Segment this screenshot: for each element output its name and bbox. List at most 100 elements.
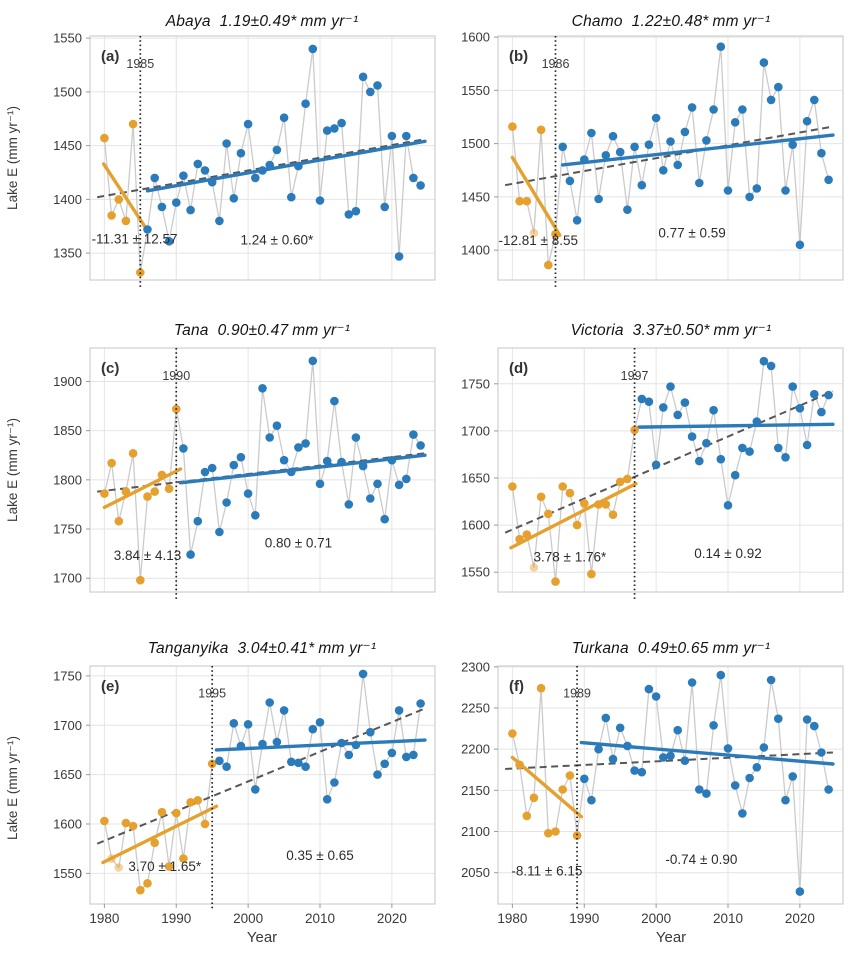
data-point xyxy=(558,482,567,491)
data-point xyxy=(279,706,289,715)
data-point xyxy=(623,205,632,214)
pre-trend-annotation: 3.84 ± 4.13 xyxy=(114,548,181,563)
y-tick-label: 1550 xyxy=(53,31,82,46)
breakpoint-year-label: 1997 xyxy=(621,369,649,383)
lake-name: Victoria xyxy=(570,322,624,339)
data-point xyxy=(788,140,797,149)
y-tick-label: 2250 xyxy=(461,701,490,716)
data-point xyxy=(351,433,361,442)
data-point xyxy=(229,194,239,203)
data-point xyxy=(802,116,812,126)
data-point xyxy=(121,487,131,496)
y-tick-label: 2300 xyxy=(461,659,490,674)
data-point xyxy=(730,781,740,790)
data-point xyxy=(522,811,532,821)
data-point xyxy=(644,684,654,694)
y-tick-label: 1550 xyxy=(53,866,82,881)
data-point xyxy=(666,382,675,391)
data-point xyxy=(508,729,517,738)
panel-letter: (a) xyxy=(101,48,119,65)
data-point xyxy=(637,394,647,404)
panel-a: Abaya 1.19±0.49* mm yr⁻¹ Lake E (mm yr⁻¹) … xyxy=(0,0,450,312)
data-point xyxy=(544,828,553,838)
data-point xyxy=(515,196,524,206)
post-trend-annotation: 1.24 ± 0.60* xyxy=(241,233,314,248)
y-tick-label: 1450 xyxy=(53,138,82,153)
data-point xyxy=(752,184,762,193)
data-point xyxy=(551,577,560,586)
data-point xyxy=(387,455,397,465)
data-point xyxy=(824,785,833,794)
data-point xyxy=(294,443,303,452)
data-point xyxy=(651,692,661,701)
data-point xyxy=(100,133,109,143)
y-tick-label: 2150 xyxy=(461,783,490,798)
data-point xyxy=(651,113,661,123)
data-point xyxy=(294,161,303,171)
data-point xyxy=(680,756,690,765)
panel-letter: (b) xyxy=(509,48,528,65)
pre-trend-annotation: -12.81 ± 8.55 xyxy=(499,233,578,248)
data-point xyxy=(179,444,188,453)
pre-break-trend-line xyxy=(509,481,638,550)
data-point xyxy=(358,461,368,471)
data-point xyxy=(666,137,675,146)
panel-letter: (e) xyxy=(101,678,119,695)
y-tick-label: 1400 xyxy=(53,192,82,207)
data-point xyxy=(387,131,397,141)
y-tick-label: 1450 xyxy=(461,189,490,204)
data-point xyxy=(114,516,124,526)
plot-a: 1350 1400 1450 1500 1550 1985 (a) -11.31 ± 12.5… xyxy=(53,31,436,287)
data-point xyxy=(100,489,109,498)
data-point xyxy=(565,488,575,498)
data-point xyxy=(795,887,805,896)
data-point xyxy=(222,139,231,148)
data-point xyxy=(637,180,647,190)
data-point xyxy=(215,216,224,226)
data-point xyxy=(659,403,668,412)
y-tick-label: 1500 xyxy=(461,136,490,151)
data-point xyxy=(695,178,704,188)
data-point xyxy=(243,720,253,729)
data-point xyxy=(157,202,167,212)
x-tick-label: 1980 xyxy=(89,911,119,926)
data-point xyxy=(279,113,289,122)
plot-spines xyxy=(497,35,844,281)
data-point xyxy=(215,756,224,766)
data-point xyxy=(824,175,833,185)
panel-c-title: Tana 0.90±0.47 mm yr⁻¹ xyxy=(174,321,350,340)
data-point xyxy=(107,854,116,863)
plot-spines xyxy=(89,347,436,593)
panel-f: Turkana 0.49±0.65 mm yr⁻¹ 2050 2100 2150 2200… xyxy=(450,630,860,966)
breakpoint-year-label: 1985 xyxy=(126,57,154,71)
breakpoint-year-label: 1989 xyxy=(563,686,591,700)
data-point xyxy=(229,719,239,728)
trend-value: 0.90±0.47 xyxy=(217,322,289,339)
trend-units: mm yr⁻¹ xyxy=(318,640,377,657)
plot-b: 1400 1450 1500 1550 1600 1986 (b) -12.81 ± 8.55… xyxy=(461,30,844,287)
data-point xyxy=(200,819,210,829)
data-point xyxy=(272,145,282,155)
data-point xyxy=(637,767,647,777)
panel-d-title: Victoria 3.37±0.50* mm yr⁻¹ xyxy=(571,321,772,340)
data-point xyxy=(200,467,210,477)
data-point xyxy=(394,480,404,490)
pre-break-trend-line xyxy=(101,804,219,865)
overall-trend-line xyxy=(505,125,834,187)
lake-name: Abaya xyxy=(165,13,211,30)
x-tick-label: 1990 xyxy=(161,911,191,926)
data-point xyxy=(287,757,296,767)
y-tick-label: 1550 xyxy=(461,83,490,98)
data-point xyxy=(114,195,124,204)
data-point xyxy=(294,758,303,768)
data-point xyxy=(673,410,682,420)
data-point xyxy=(644,397,654,406)
data-point xyxy=(121,216,131,226)
data-point xyxy=(322,456,332,466)
data-point xyxy=(738,105,747,114)
data-point xyxy=(380,759,390,769)
data-point xyxy=(630,766,639,775)
data-point xyxy=(810,721,819,731)
data-point xyxy=(508,122,517,131)
data-point xyxy=(608,754,618,764)
